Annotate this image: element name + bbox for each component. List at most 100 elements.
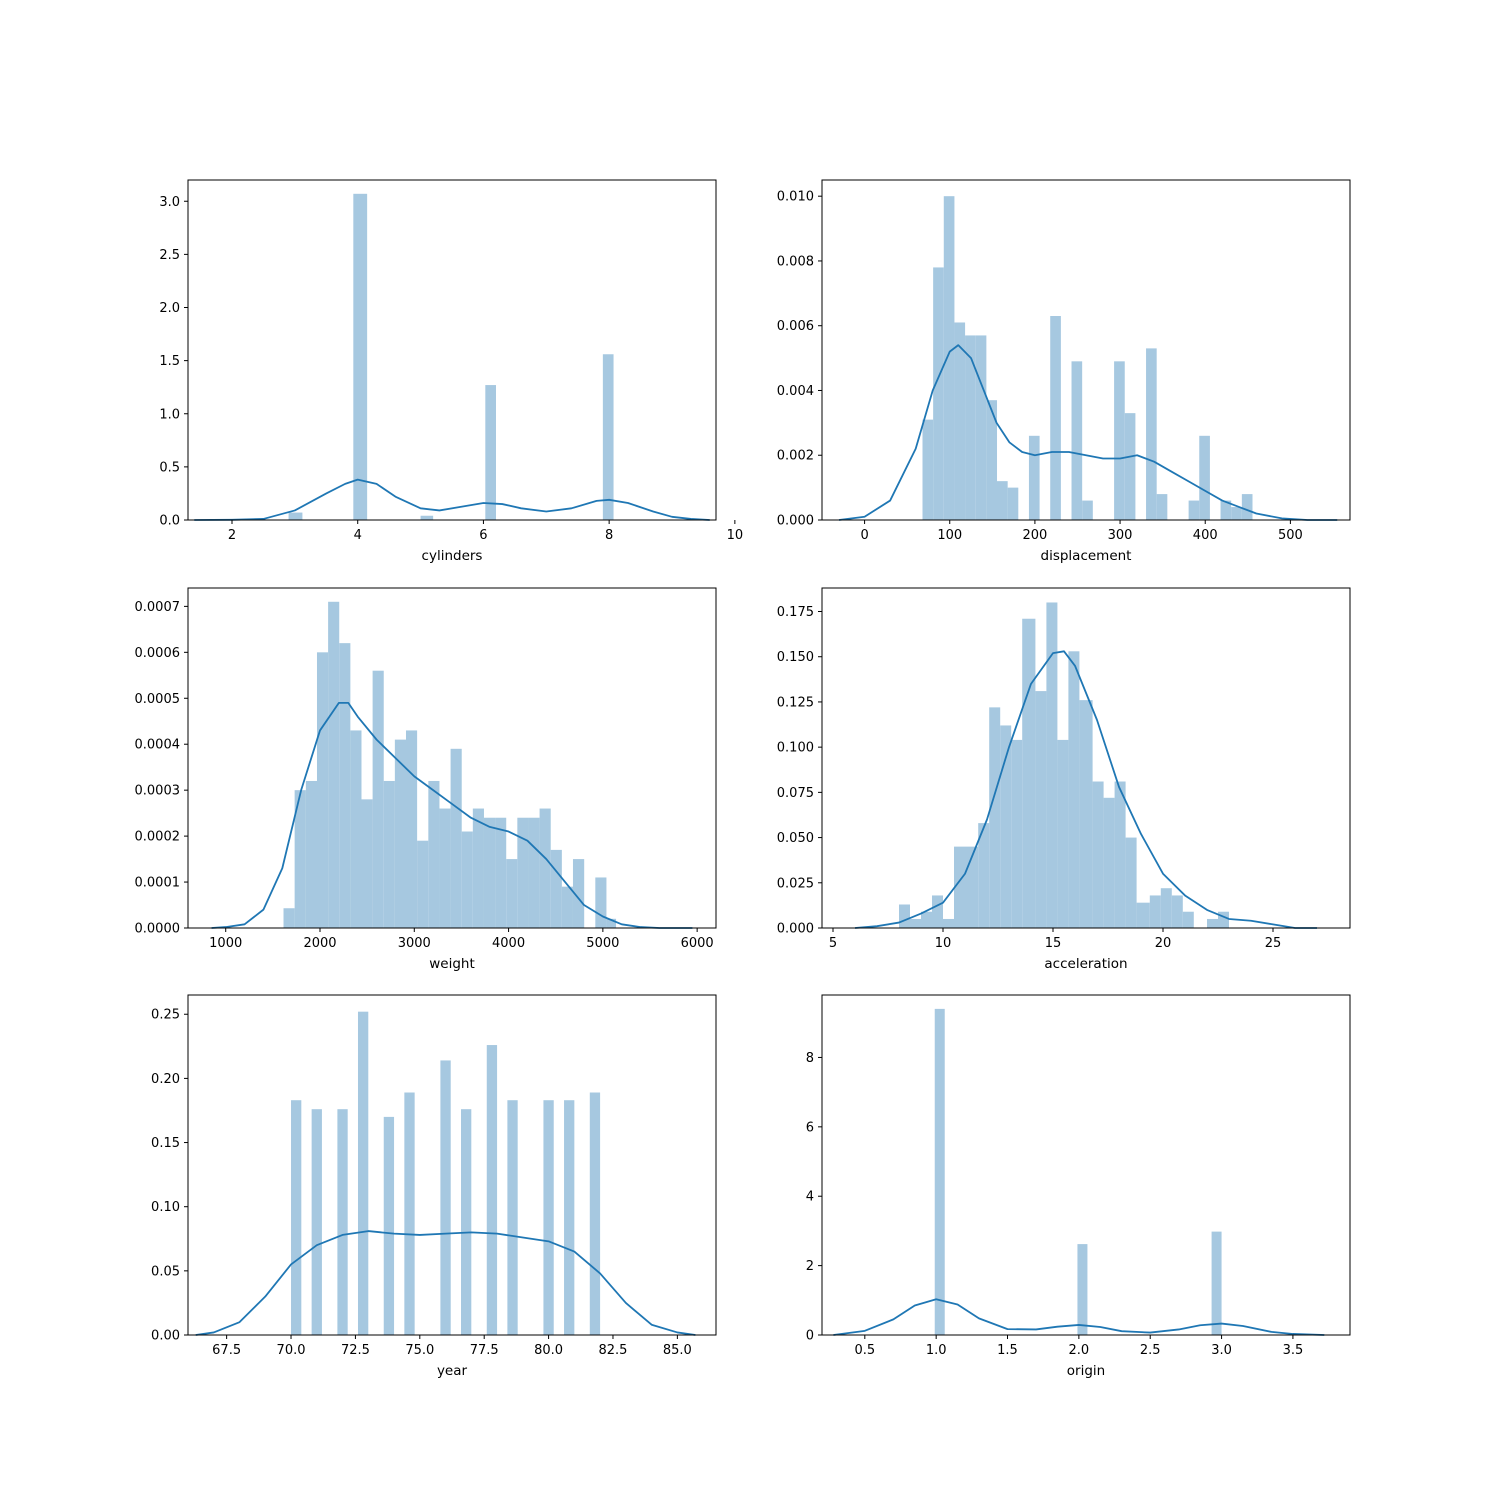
- x-tick-label: 2: [228, 528, 236, 543]
- histogram-bar: [337, 1109, 348, 1335]
- kde-line: [854, 650, 1317, 929]
- y-tick-label: 8: [806, 1051, 814, 1066]
- x-axis-label: acceleration: [1044, 956, 1127, 972]
- histogram-bar: [1046, 602, 1058, 928]
- histogram-bar: [921, 911, 932, 928]
- histogram-bar: [1199, 435, 1210, 520]
- x-tick-label: 3000: [398, 936, 431, 951]
- histogram-bar: [339, 643, 351, 928]
- y-tick-label: 0.0006: [135, 646, 181, 661]
- histogram-bar: [1125, 837, 1137, 928]
- histogram-bar: [472, 808, 484, 928]
- histogram-bar: [450, 748, 462, 928]
- x-tick-label: 2.0: [1069, 1343, 1090, 1358]
- histogram-bar: [899, 904, 910, 928]
- y-tick-label: 0.00: [151, 1329, 180, 1344]
- histogram-bar: [1146, 348, 1157, 520]
- y-tick-label: 0.008: [777, 254, 814, 269]
- y-tick-label: 0.002: [777, 449, 814, 464]
- kde-line: [211, 701, 693, 929]
- histogram-bar: [1092, 781, 1104, 928]
- y-tick-label: 1.0: [159, 407, 180, 422]
- histogram-bar: [439, 808, 451, 928]
- x-tick-label: 2.5: [1140, 1343, 1161, 1358]
- x-tick-label: 67.5: [212, 1343, 241, 1358]
- histogram-bar: [1082, 500, 1093, 520]
- histogram-bar: [910, 918, 921, 928]
- y-tick-label: 0.0004: [135, 738, 181, 753]
- histogram-bar: [350, 730, 362, 928]
- x-tick-label: 3.5: [1283, 1343, 1304, 1358]
- kde-line: [194, 478, 710, 521]
- histogram-bar: [1241, 494, 1253, 520]
- y-tick-label: 0.0001: [135, 876, 181, 891]
- histogram-bar: [1188, 500, 1200, 520]
- histogram-bar: [1028, 435, 1040, 520]
- histogram-bar: [1011, 739, 1023, 928]
- histogram-bar: [932, 895, 943, 928]
- kde-line: [838, 344, 1338, 521]
- y-tick-label: 0.000: [777, 922, 814, 937]
- y-tick-label: 0.15: [151, 1136, 180, 1151]
- histogram-bar: [1035, 691, 1047, 928]
- x-tick-label: 10: [727, 528, 744, 543]
- x-tick-label: 80.0: [534, 1343, 563, 1358]
- y-tick-label: 0.0: [159, 514, 180, 529]
- histogram-bar: [572, 859, 585, 928]
- axes-frame: [187, 179, 717, 521]
- histogram-bar: [305, 780, 317, 928]
- x-tick-label: 1.0: [926, 1343, 947, 1358]
- histogram-bar: [1050, 316, 1061, 520]
- x-tick-label: 72.5: [341, 1343, 370, 1358]
- y-tick-label: 0.075: [777, 786, 814, 801]
- axes-frame: [187, 587, 717, 929]
- histogram-bar: [420, 515, 434, 520]
- histogram-bar: [997, 481, 1008, 520]
- histogram-bar: [922, 419, 934, 520]
- y-tick-label: 0.25: [151, 1008, 180, 1023]
- y-tick-label: 0.006: [777, 319, 814, 334]
- histogram-bar: [316, 652, 329, 928]
- histogram-bar: [1022, 618, 1036, 928]
- histogram-bar: [589, 1092, 601, 1335]
- y-tick-label: 6: [806, 1120, 814, 1135]
- kde-line: [833, 1298, 1325, 1336]
- x-tick-label: 1000: [209, 936, 242, 951]
- y-tick-label: 0.010: [777, 190, 814, 205]
- y-tick-label: 2: [806, 1259, 814, 1274]
- x-tick-label: 200: [1022, 528, 1047, 543]
- x-tick-label: 77.5: [470, 1343, 499, 1358]
- histogram-bar: [1218, 911, 1229, 928]
- y-tick-label: 1.5: [159, 354, 180, 369]
- histogram-bar: [405, 730, 418, 928]
- histogram-bar: [1007, 487, 1019, 520]
- histogram-bar: [1160, 888, 1172, 928]
- histogram-bar: [1220, 500, 1232, 520]
- histogram-bar: [495, 817, 507, 928]
- histogram-bar: [283, 908, 295, 928]
- x-axis-label: displacement: [1041, 548, 1132, 564]
- histogram-bar: [989, 707, 1001, 928]
- histogram-bar: [978, 823, 990, 928]
- histogram-bar: [539, 808, 551, 928]
- subplot-year: 67.5 70.0 72.5 75.0 77.5 80.0 82.5 85.0 0.00 0.05…: [151, 994, 717, 1379]
- x-tick-label: 5: [829, 936, 837, 951]
- histogram-bar: [461, 831, 473, 928]
- x-tick-label: 70.0: [277, 1343, 306, 1358]
- histogram-bar: [1068, 651, 1080, 928]
- histogram-bar: [485, 385, 496, 520]
- histogram-bar: [934, 1008, 945, 1335]
- histogram-bar: [1114, 781, 1126, 928]
- histogram-bar: [1211, 1231, 1222, 1335]
- histogram-bar: [428, 780, 440, 928]
- histogram-bar: [517, 817, 529, 928]
- x-tick-label: 500: [1278, 528, 1303, 543]
- histogram-bar: [383, 1116, 395, 1335]
- x-tick-label: 6: [479, 528, 487, 543]
- histogram-bar: [986, 400, 998, 520]
- x-tick-label: 82.5: [598, 1343, 627, 1358]
- histogram-bar: [1103, 797, 1115, 928]
- histogram-bar: [294, 790, 306, 928]
- axes-frame: [821, 179, 1351, 521]
- x-tick-label: 4: [354, 528, 362, 543]
